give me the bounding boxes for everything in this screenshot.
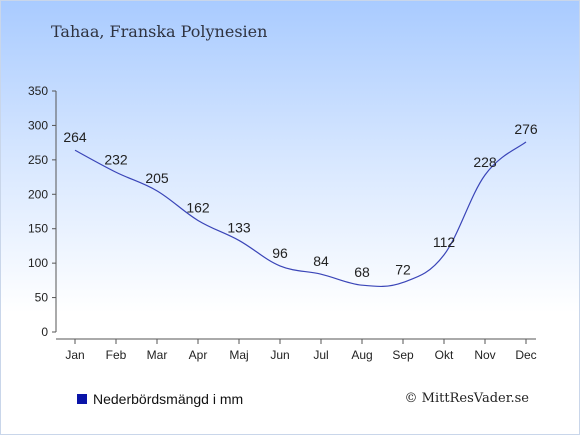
x-tick-label: Mar [147,348,168,362]
x-tick-label: Maj [229,348,248,362]
data-point [443,253,446,256]
data-label: 264 [63,129,87,145]
data-point [197,219,200,222]
chart-title: Tahaa, Franska Polynesien [51,22,268,41]
x-tick-label: Nov [474,348,495,362]
data-label: 84 [313,253,329,269]
chart-legend: Nederbördsmängd i mm [77,391,243,407]
legend-swatch [77,394,87,404]
x-tick-label: Aug [351,348,372,362]
data-label: 96 [272,245,288,261]
series-line [74,141,527,288]
y-tick-label: 250 [28,153,48,167]
data-point [484,174,487,177]
data-label: 112 [433,234,456,250]
data-point [320,273,323,276]
data-label: 232 [104,151,128,167]
data-point [279,264,282,267]
x-tick-label: Apr [189,348,208,362]
y-tick-label: 200 [28,187,48,201]
y-tick-label: 300 [28,118,48,132]
x-tick-label: Sep [392,348,414,362]
y-tick-label: 350 [28,84,48,98]
data-point [525,140,528,143]
y-tick-label: 50 [35,291,49,305]
x-tick-label: Okt [435,348,454,362]
legend-label: Nederbördsmängd i mm [93,391,244,407]
y-tick-label: 150 [28,222,48,236]
y-tick-label: 100 [28,256,48,270]
data-label: 276 [514,121,538,137]
chart-axes: 0 50 100 150 200 250 300 350 Jan Feb Mar Apr Maj Jun J… [28,84,537,362]
credit-text: © MittResVader.se [404,391,529,406]
x-tick-label: Jul [313,348,328,362]
data-point [74,149,77,152]
data-label: 162 [186,199,210,215]
x-tick-label: Jun [270,348,289,362]
data-point [156,189,159,192]
data-label: 133 [227,219,251,235]
x-tick-label: Jan [65,348,84,362]
data-label: 68 [354,264,370,280]
x-tick-label: Feb [106,348,127,362]
chart-data-labels: 264 232 205 162 133 96 84 68 72 112 228 276 [63,121,538,280]
data-point [402,281,405,284]
data-point [361,284,364,287]
data-point [238,239,241,242]
data-point [115,171,118,174]
data-label: 205 [145,170,169,186]
y-tick-label: 0 [41,325,48,339]
data-label: 72 [395,261,411,277]
x-tick-label: Dec [515,348,536,362]
data-label: 228 [473,154,497,170]
chart-series [74,140,528,288]
